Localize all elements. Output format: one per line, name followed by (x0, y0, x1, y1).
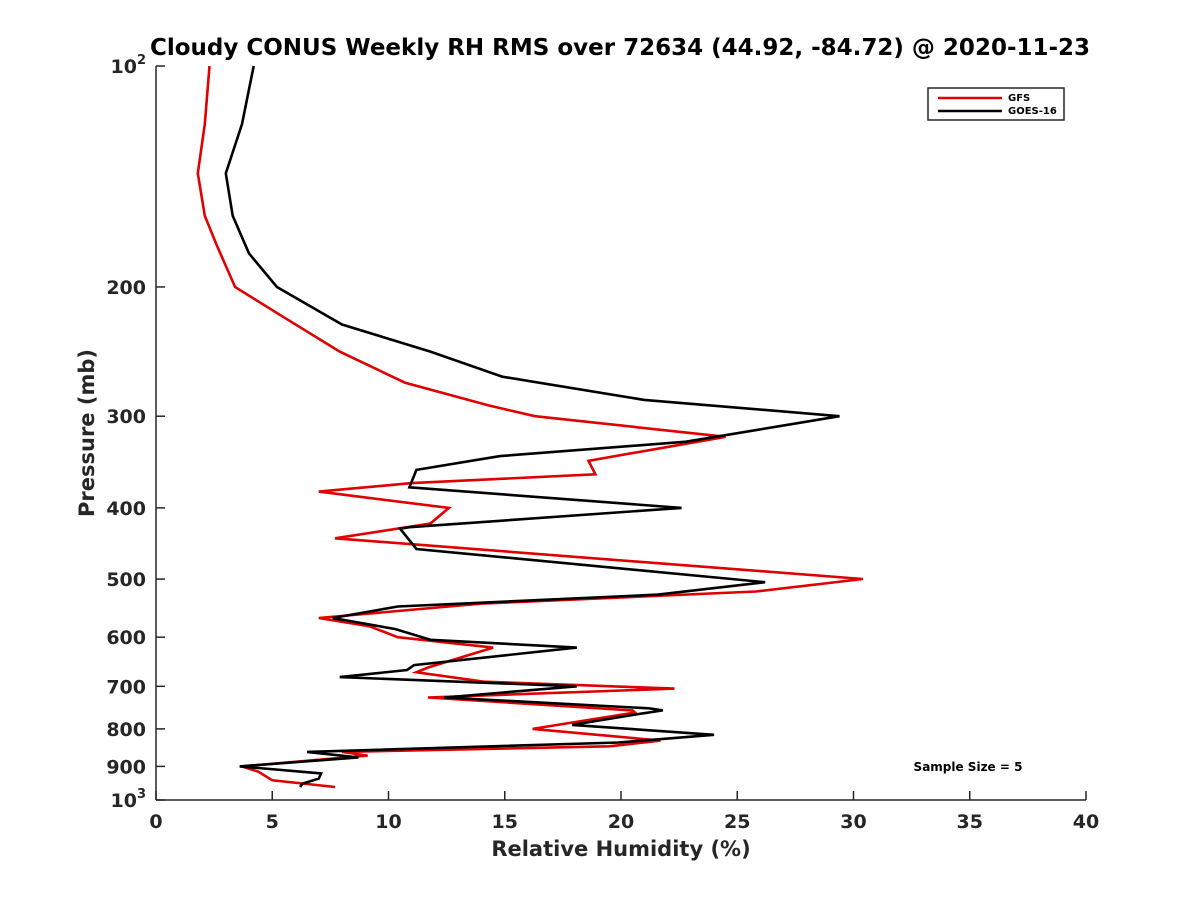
plot-area: 0 5 10 15 20 25 30 35 40 102 200 300 400 500 600 700 80… (106, 53, 1099, 833)
legend-box (927, 87, 1065, 121)
x-tick-label: 25 (724, 811, 750, 833)
legend-goes16-label: GOES-16 (1008, 106, 1057, 117)
y-tick-label: 900 (106, 756, 146, 778)
x-axis-label: Relative Humidity (%) (491, 837, 750, 861)
y-tick-label: 800 (106, 719, 146, 741)
y-axis-label: Pressure (mb) (75, 349, 99, 517)
y-ticks: 102 200 300 400 500 600 700 800 900 103 (106, 53, 165, 812)
x-tick-label: 5 (266, 811, 279, 833)
x-tick-label: 40 (1073, 811, 1099, 833)
sample-size-annotation: Sample Size = 5 (914, 760, 1023, 774)
x-tick-label: 30 (840, 811, 866, 833)
chart-title: Cloudy CONUS Weekly RH RMS over 72634 (4… (150, 35, 1090, 61)
x-tick-label: 35 (957, 811, 983, 833)
x-ticks: 0 5 10 15 20 25 30 35 40 (149, 791, 1099, 833)
y-tick-label: 400 (106, 498, 146, 520)
x-tick-label: 20 (608, 811, 634, 833)
y-tick-label: 500 (106, 569, 146, 591)
x-tick-label: 0 (149, 811, 162, 833)
y-tick-label: 300 (106, 406, 146, 428)
y-tick-label: 700 (106, 676, 146, 698)
x-tick-label: 15 (492, 811, 518, 833)
series-lines (196, 65, 863, 789)
y-tick-label: 200 (106, 277, 146, 299)
y-tick-label: 600 (106, 627, 146, 649)
y-tick-label: 102 (111, 53, 147, 78)
series-line-goes-16 (224, 65, 840, 788)
x-tick-label: 10 (375, 811, 401, 833)
legend: GFS GOES-16 (927, 87, 1065, 121)
legend-gfs-label: GFS (1008, 93, 1030, 104)
series-line-gfs (196, 65, 863, 789)
y-tick-label: 103 (111, 787, 147, 812)
